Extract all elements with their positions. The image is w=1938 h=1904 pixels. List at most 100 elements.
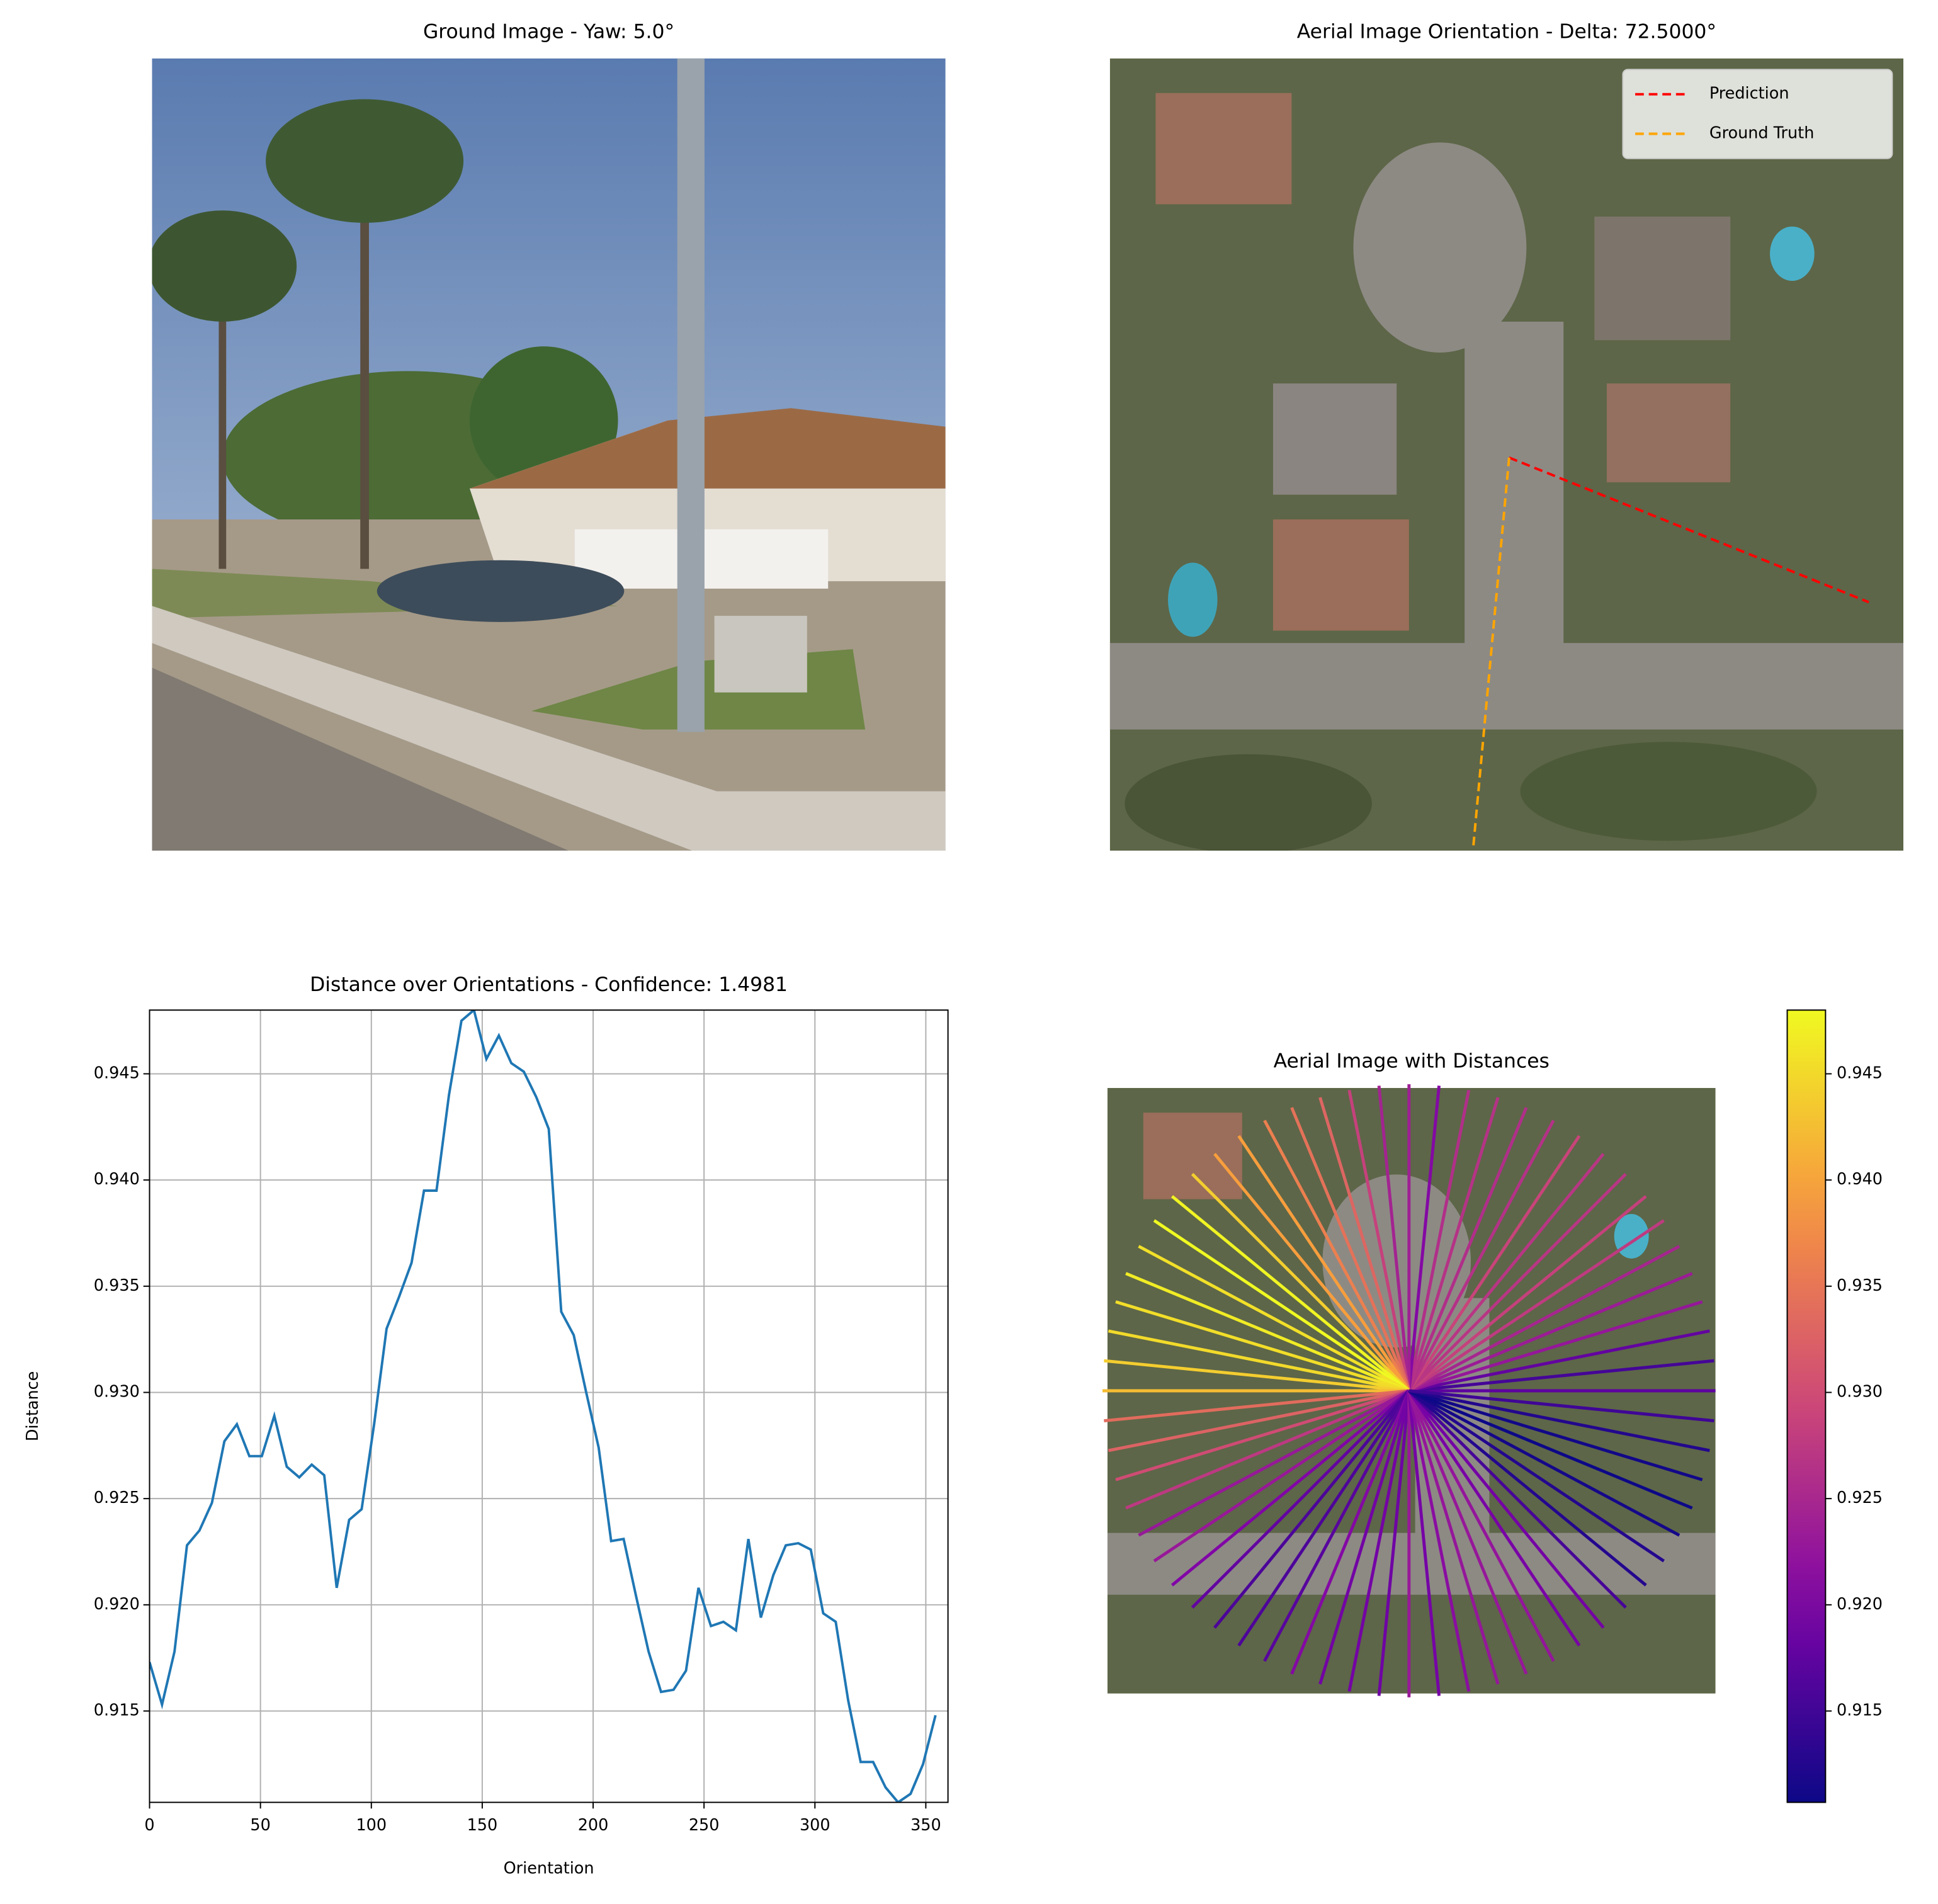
legend-label: Prediction (1709, 84, 1789, 103)
distance-spoke (1408, 1389, 1680, 1537)
distance-spoke (1237, 1390, 1410, 1647)
distance-spoke (1407, 1135, 1581, 1392)
distance-spoke (1108, 1389, 1410, 1453)
colorbar-tick-label: 0.920 (1837, 1595, 1883, 1614)
distance-spoke (1408, 1389, 1714, 1423)
distance-spoke (1408, 1300, 1703, 1393)
colorbar (1786, 1009, 1827, 1803)
ground-truth-line (1471, 457, 1510, 847)
distance-spoke (1408, 1195, 1647, 1392)
y-tick-label: 0.920 (94, 1595, 140, 1614)
colorbar-tick-label: 0.940 (1837, 1170, 1883, 1189)
x-axis-label: Orientation (504, 1859, 594, 1878)
distance-spoke (1153, 1389, 1410, 1563)
aerial-image (1109, 58, 1904, 851)
distance-spoke (1104, 1389, 1410, 1423)
panel-title: Aerial Image Orientation - Delta: 72.500… (1297, 21, 1716, 43)
distance-spoke (1170, 1195, 1410, 1392)
distance-spoke (1213, 1390, 1410, 1629)
distance-spoke (1408, 1219, 1665, 1392)
distance-spoke (1263, 1390, 1410, 1662)
distance-spoke (1125, 1389, 1410, 1510)
distance-spoke (1408, 1272, 1693, 1393)
distance-spoke (1408, 1389, 1703, 1482)
x-tick-label: 50 (250, 1816, 270, 1835)
distance-spoke (1191, 1390, 1410, 1609)
distance-spoke (1347, 1390, 1411, 1692)
y-tick-label: 0.935 (94, 1276, 140, 1295)
y-axis-label: Distance (23, 1371, 42, 1442)
x-tick-label: 250 (689, 1816, 720, 1835)
colorbar-tick-label: 0.935 (1837, 1276, 1883, 1295)
data-line (149, 1010, 937, 1803)
distance-spoke (1138, 1389, 1410, 1537)
x-tick-label: 300 (800, 1816, 830, 1835)
distance-spoke (1407, 1089, 1471, 1391)
distance-spoke (1408, 1389, 1710, 1453)
y-tick-label: 0.930 (94, 1382, 140, 1401)
legend-label: Ground Truth (1709, 123, 1815, 142)
distance-spoke (1237, 1135, 1410, 1392)
distance-spoke (1407, 1390, 1500, 1685)
distance-spoke (1407, 1390, 1471, 1692)
distance-spoke (1290, 1107, 1411, 1391)
distance-spoke (1115, 1300, 1410, 1393)
distance-spoke (1213, 1152, 1410, 1392)
panel-title: Ground Image - Yaw: 5.0° (423, 21, 674, 43)
axes-frame (149, 1009, 949, 1803)
y-tick-label: 0.925 (94, 1488, 140, 1507)
x-tick-label: 350 (910, 1816, 941, 1835)
distance-spoke (1407, 1390, 1605, 1629)
distance-spoke (1408, 1389, 1665, 1563)
distance-spoke (1191, 1172, 1410, 1392)
colorbar-tick-label: 0.930 (1837, 1382, 1883, 1401)
distance-spoke (1408, 1389, 1647, 1587)
x-tick-label: 200 (578, 1816, 609, 1835)
distance-spoke (1407, 1390, 1441, 1696)
distance-spoke (1407, 1390, 1528, 1675)
x-tick-label: 0 (144, 1816, 154, 1835)
distance-spoke (1108, 1329, 1410, 1393)
distance-spoke (1407, 1085, 1441, 1391)
distance-spoke (1407, 1119, 1555, 1392)
y-tick-label: 0.945 (94, 1063, 140, 1082)
distance-spoke (1377, 1085, 1411, 1391)
panel-title: Aerial Image with Distances (1274, 1050, 1550, 1073)
y-tick-label: 0.940 (94, 1170, 140, 1189)
distance-spoke (1408, 1172, 1627, 1392)
distance-spoke (1104, 1359, 1410, 1393)
distance-spoke (1318, 1390, 1411, 1685)
distance-spoke (1153, 1219, 1410, 1392)
distance-spoke (1125, 1272, 1410, 1393)
y-tick-label: 0.915 (94, 1701, 140, 1720)
distance-spoke (1318, 1097, 1411, 1391)
ground-image (152, 58, 946, 851)
distance-spoke (1263, 1119, 1410, 1392)
x-tick-label: 100 (356, 1816, 387, 1835)
distance-spoke (1138, 1245, 1410, 1393)
distance-spoke (1408, 1359, 1714, 1393)
panel-title: Distance over Orientations - Confidence:… (310, 973, 788, 996)
distance-spoke (1408, 1390, 1627, 1609)
colorbar-tick-label: 0.915 (1837, 1701, 1883, 1720)
distance-spoke (1290, 1390, 1411, 1675)
distance-spoke (1408, 1329, 1710, 1393)
distance-spoke (1407, 1107, 1528, 1391)
distance-spoke (1407, 1390, 1555, 1662)
distance-spoke (1170, 1389, 1410, 1587)
colorbar-tick-label: 0.925 (1837, 1488, 1883, 1507)
distance-spoke (1377, 1390, 1411, 1696)
distance-spoke (1115, 1389, 1410, 1482)
distance-spoke (1407, 1097, 1500, 1391)
distance-spoke (1407, 1152, 1605, 1392)
legend (1622, 69, 1893, 159)
distance-spoke (1407, 1390, 1581, 1647)
distance-spoke (1408, 1245, 1680, 1393)
x-tick-label: 150 (467, 1816, 498, 1835)
distance-spoke (1408, 1389, 1693, 1510)
distance-spoke (1347, 1089, 1411, 1391)
prediction-line (1509, 456, 1869, 604)
colorbar-fill (1787, 1010, 1826, 1803)
